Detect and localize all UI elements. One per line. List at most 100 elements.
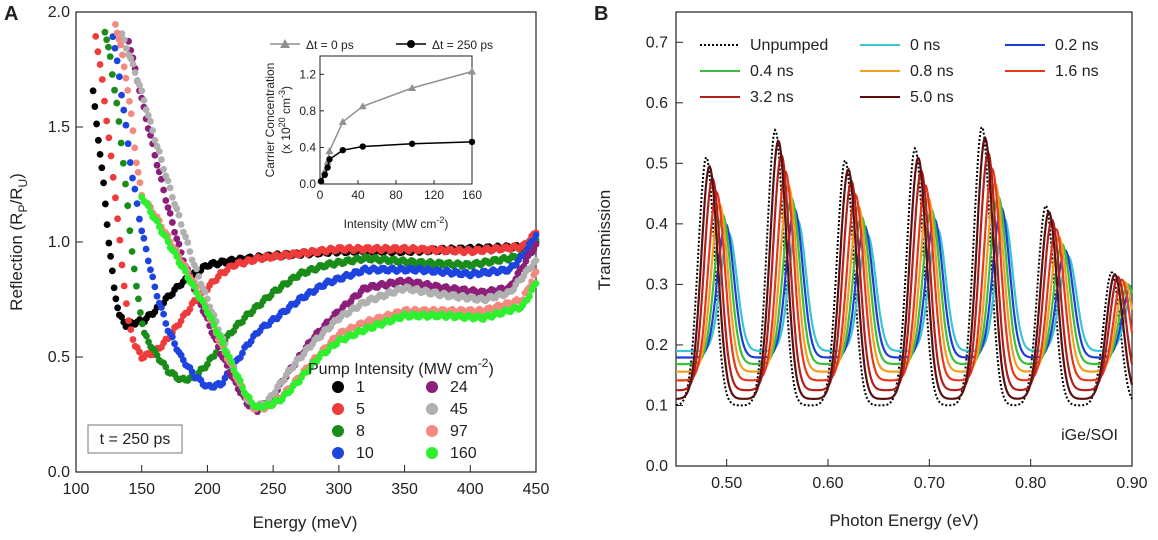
data-point [164,238,172,245]
data-point [153,217,161,225]
data-point [522,257,530,265]
data-point [186,305,194,313]
inset-circle-marker [326,156,333,163]
panel-b-y-ticks: 0.0 0.1 0.2 0.3 0.4 0.5 0.6 0.7 [646,34,683,475]
inset-legend: Δt = 0 ps Δt = 250 ps [270,38,493,52]
panel-b-x-tick-label: 0.90 [1116,475,1147,492]
data-point [129,174,136,182]
panel-a-y-ticks: 0.0 0.5 1.0 1.5 2.0 [48,4,83,481]
data-point [153,292,161,300]
data-point [129,336,137,343]
inset-chart: 0.0 0.4 0.8 1.2 0 40 80 120 160 Intensity (MW c… [263,38,493,231]
data-point [193,265,200,273]
data-point [135,295,142,303]
data-point [142,245,150,253]
legend-marker [332,381,344,393]
data-point [155,147,163,155]
data-point [245,393,253,401]
data-point [219,339,227,347]
data-point [182,267,189,275]
inset-circle-marker [324,164,331,171]
data-point [94,48,102,56]
data-point [133,159,140,167]
data-point [108,71,116,78]
data-point [280,376,288,384]
data-point [131,69,139,76]
panel-a-x-tick-label: 300 [326,481,353,498]
inset-circle-marker [359,143,366,150]
data-point [173,205,181,213]
data-point [106,53,114,61]
data-point [532,257,540,264]
data-point [138,87,146,95]
panel-b-y-tick-label: 0.2 [646,337,668,354]
data-point [160,310,168,318]
data-point [112,295,120,303]
data-point [137,309,144,316]
data-point [118,313,125,321]
data-point [122,74,130,82]
legend-label: 0.4 ns [750,63,794,80]
data-point [164,177,172,185]
data-point [177,221,185,228]
data-point [115,118,123,125]
data-point [107,152,115,160]
inset-y-label-line1: Carrier Concentration [263,63,277,178]
data-point [188,368,196,376]
inset-circle-marker [339,146,346,154]
data-point [111,86,118,94]
panel-a-y-tick-label: 1.0 [48,234,70,251]
legend-label: 160 [450,445,477,462]
inset-y-tick-label: 0.0 [299,177,316,191]
data-point [149,273,157,281]
data-point [101,28,109,36]
inset-triangle-marker [338,117,347,125]
data-point [136,215,143,223]
data-point [217,333,224,341]
data-point [236,377,244,385]
data-point [171,340,178,348]
data-point [117,139,125,147]
inset-legend-label: Δt = 250 ps [432,38,493,52]
panel-b-y-label: Transmission [595,190,614,290]
data-point [219,379,227,387]
inset-triangle-marker [358,102,367,110]
panel-a-x-tick-label: 350 [391,481,418,498]
inset-legend-triangle [280,39,290,48]
inset-circle-marker [468,138,476,146]
legend-label: 3.2 ns [750,89,794,106]
panel-a-y-tick-label: 2.0 [48,4,70,21]
time-annotation: t = 250 ps [100,431,171,448]
data-point [122,45,130,52]
panel-b-x-tick-label: 0.70 [914,475,945,492]
data-point [208,314,216,322]
data-point [195,272,203,280]
data-point [120,36,128,44]
series-160-points [138,193,540,412]
data-point [162,232,170,240]
data-point [166,184,174,192]
inset-triangle-marker [408,84,417,91]
panel-b-y-tick-label: 0.3 [646,276,668,293]
inset-x-ticks: 0 40 80 120 160 [317,180,482,202]
data-point [162,320,170,327]
panel-a-points [89,20,540,416]
data-point [108,267,116,275]
series-10-points [109,33,540,391]
data-point [89,87,97,95]
data-point [134,168,142,176]
legend-label: 10 [356,445,374,462]
panel-b-frame [675,11,1133,467]
data-point [129,127,137,135]
data-point [147,266,154,274]
data-point [190,282,198,290]
legend-label: 97 [450,423,468,440]
data-point [225,353,233,361]
pump-legend: 1 5 8 10 24 45 97 160 [332,379,477,462]
data-point [168,333,176,341]
data-point [175,240,183,248]
data-point [136,179,144,187]
panel-a-y-tick-label: 0.5 [48,349,70,366]
data-point [127,55,135,62]
